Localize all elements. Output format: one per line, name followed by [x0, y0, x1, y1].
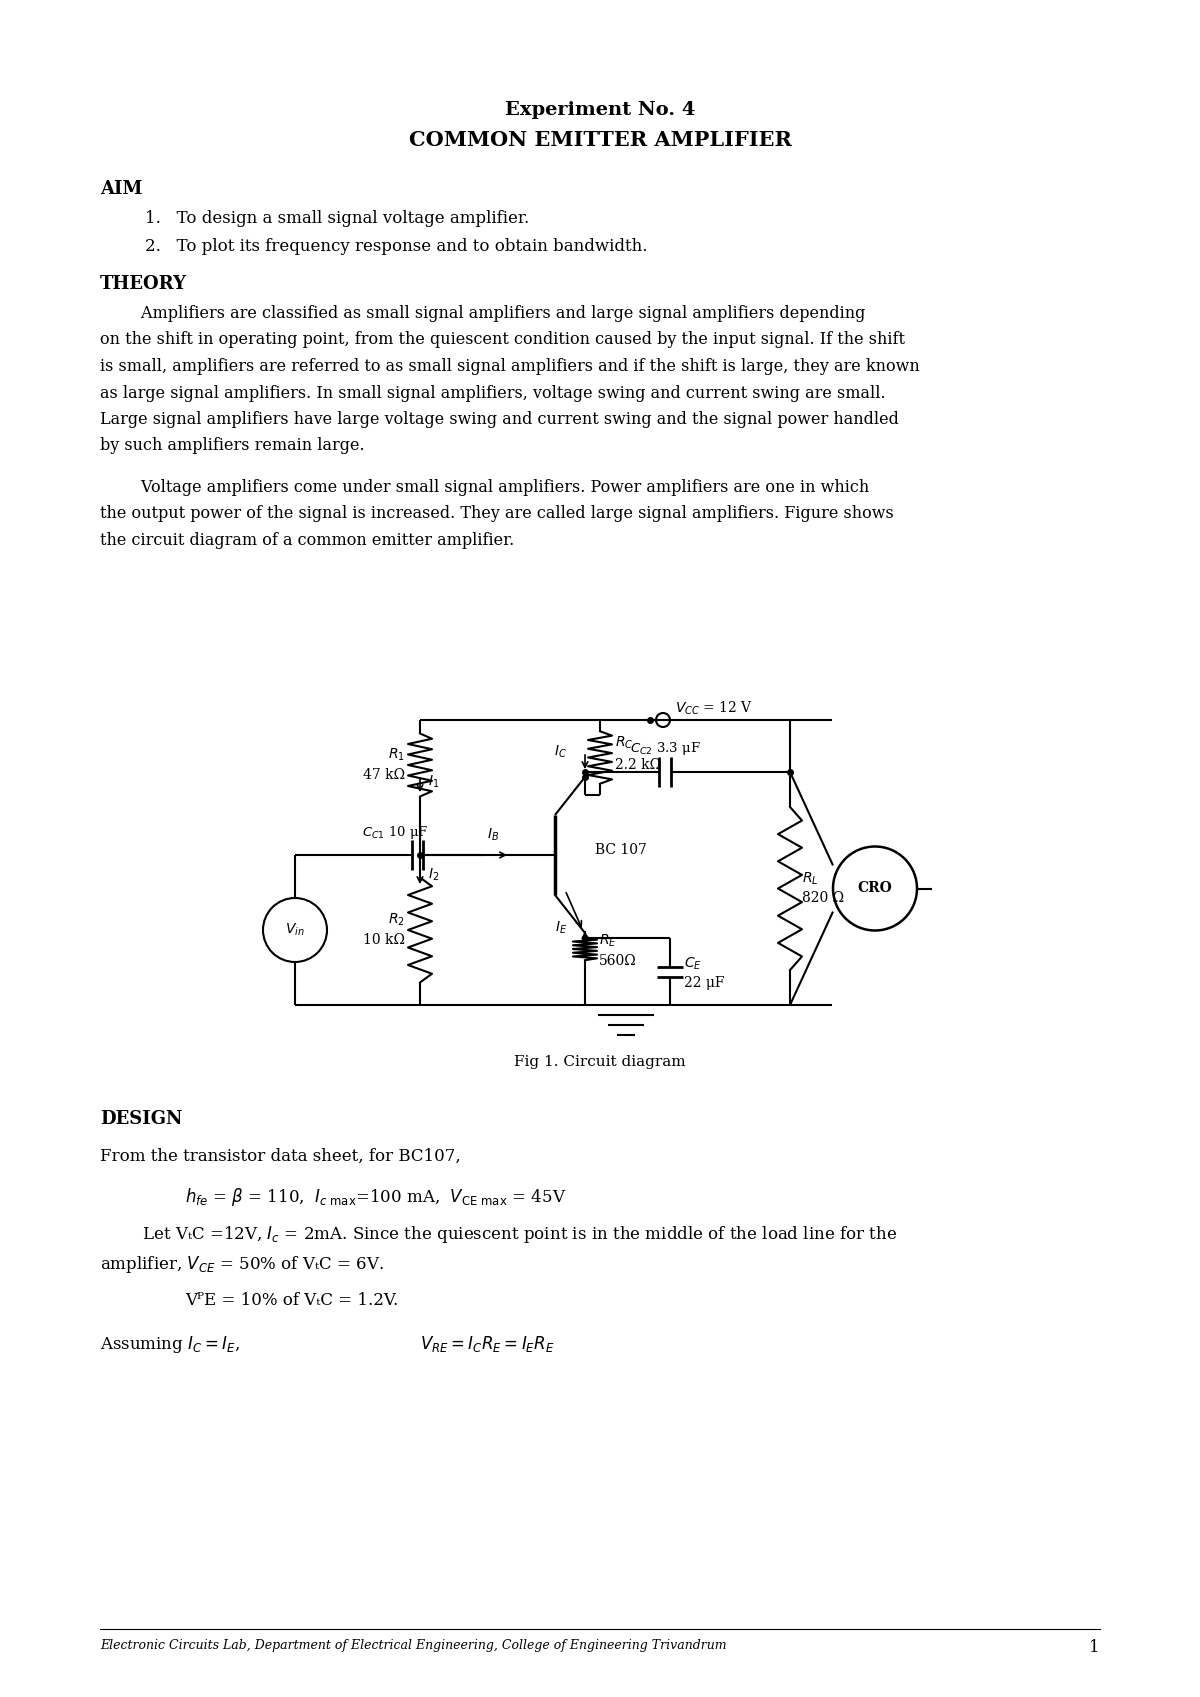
Text: Amplifiers are classified as small signal amplifiers and large signal amplifiers: Amplifiers are classified as small signa…	[100, 305, 865, 322]
Text: $h_{fe}$ = $\beta$ = 110,  $I_{c\ \mathrm{max}}$=100 mA,  $V_{\mathrm{CE\ max}}$: $h_{fe}$ = $\beta$ = 110, $I_{c\ \mathrm…	[185, 1186, 566, 1208]
Text: $C_E$: $C_E$	[684, 955, 702, 972]
Text: Large signal amplifiers have large voltage swing and current swing and the signa: Large signal amplifiers have large volta…	[100, 411, 899, 428]
Text: Assuming $I_C = I_E$,: Assuming $I_C = I_E$,	[100, 1334, 240, 1354]
Text: $C_{C1}$ 10 μF: $C_{C1}$ 10 μF	[362, 825, 428, 842]
Text: $I_2$: $I_2$	[428, 867, 439, 882]
Text: THEORY: THEORY	[100, 275, 187, 294]
Text: Electronic Circuits Lab, Department of Electrical Engineering, College of Engine: Electronic Circuits Lab, Department of E…	[100, 1639, 727, 1651]
Text: From the transistor data sheet, for BC107,: From the transistor data sheet, for BC10…	[100, 1147, 461, 1166]
Text: $I_E$: $I_E$	[554, 920, 568, 937]
Text: Let VₜC =12V, $I_c$ = 2mA. Since the quiescent point is in the middle of the loa: Let VₜC =12V, $I_c$ = 2mA. Since the qui…	[100, 1224, 898, 1246]
Text: $C_{C2}$ 3.3 μF: $C_{C2}$ 3.3 μF	[630, 740, 701, 757]
Text: DESIGN: DESIGN	[100, 1110, 182, 1129]
Text: as large signal amplifiers. In small signal amplifiers, voltage swing and curren: as large signal amplifiers. In small sig…	[100, 385, 886, 402]
Text: 2.   To plot its frequency response and to obtain bandwidth.: 2. To plot its frequency response and to…	[145, 238, 648, 255]
Text: by such amplifiers remain large.: by such amplifiers remain large.	[100, 438, 365, 455]
Text: is small, amplifiers are referred to as small signal amplifiers and if the shift: is small, amplifiers are referred to as …	[100, 358, 919, 375]
Text: Experiment No. 4: Experiment No. 4	[505, 102, 695, 119]
Text: 47 kΩ: 47 kΩ	[362, 769, 406, 782]
Text: 22 μF: 22 μF	[684, 976, 725, 991]
Text: Fig 1. Circuit diagram: Fig 1. Circuit diagram	[514, 1056, 686, 1069]
Text: $R_E$: $R_E$	[599, 933, 617, 949]
Text: the circuit diagram of a common emitter amplifier.: the circuit diagram of a common emitter …	[100, 531, 515, 550]
Text: Voltage amplifiers come under small signal amplifiers. Power amplifiers are one : Voltage amplifiers come under small sign…	[100, 479, 869, 496]
Text: $R_1$: $R_1$	[388, 747, 406, 764]
Text: 2.2 kΩ: 2.2 kΩ	[616, 759, 661, 772]
Text: $V_{RE} = I_C R_E = I_E R_E$: $V_{RE} = I_C R_E = I_E R_E$	[420, 1334, 554, 1354]
Text: $I_1$: $I_1$	[428, 774, 439, 791]
Text: $V_{CC}$ = 12 V: $V_{CC}$ = 12 V	[674, 699, 754, 718]
Text: on the shift in operating point, from the quiescent condition caused by the inpu: on the shift in operating point, from th…	[100, 331, 905, 348]
Text: 1: 1	[1090, 1639, 1100, 1656]
Text: $V_{in}$: $V_{in}$	[286, 921, 305, 938]
Text: $R_L$: $R_L$	[802, 871, 818, 888]
Text: BC 107: BC 107	[595, 843, 647, 857]
Text: $I_C$: $I_C$	[554, 743, 568, 760]
Text: CRO: CRO	[858, 881, 893, 896]
Text: $R_2$: $R_2$	[388, 911, 406, 928]
Text: 10 kΩ: 10 kΩ	[364, 933, 406, 947]
Text: amplifier, $V_{CE}$ = 50% of VₜC = 6V.: amplifier, $V_{CE}$ = 50% of VₜC = 6V.	[100, 1254, 384, 1274]
Text: 1.   To design a small signal voltage amplifier.: 1. To design a small signal voltage ampl…	[145, 210, 529, 227]
Text: COMMON EMITTER AMPLIFIER: COMMON EMITTER AMPLIFIER	[408, 131, 792, 149]
Text: $I_B$: $I_B$	[487, 826, 499, 843]
Text: AIM: AIM	[100, 180, 143, 199]
Text: the output power of the signal is increased. They are called large signal amplif: the output power of the signal is increa…	[100, 506, 894, 523]
Text: VᴾE = 10% of VₜC = 1.2V.: VᴾE = 10% of VₜC = 1.2V.	[185, 1291, 398, 1308]
Text: 560Ω: 560Ω	[599, 954, 637, 967]
Text: $R_C$: $R_C$	[616, 735, 634, 750]
Text: 820 Ω: 820 Ω	[802, 891, 844, 906]
